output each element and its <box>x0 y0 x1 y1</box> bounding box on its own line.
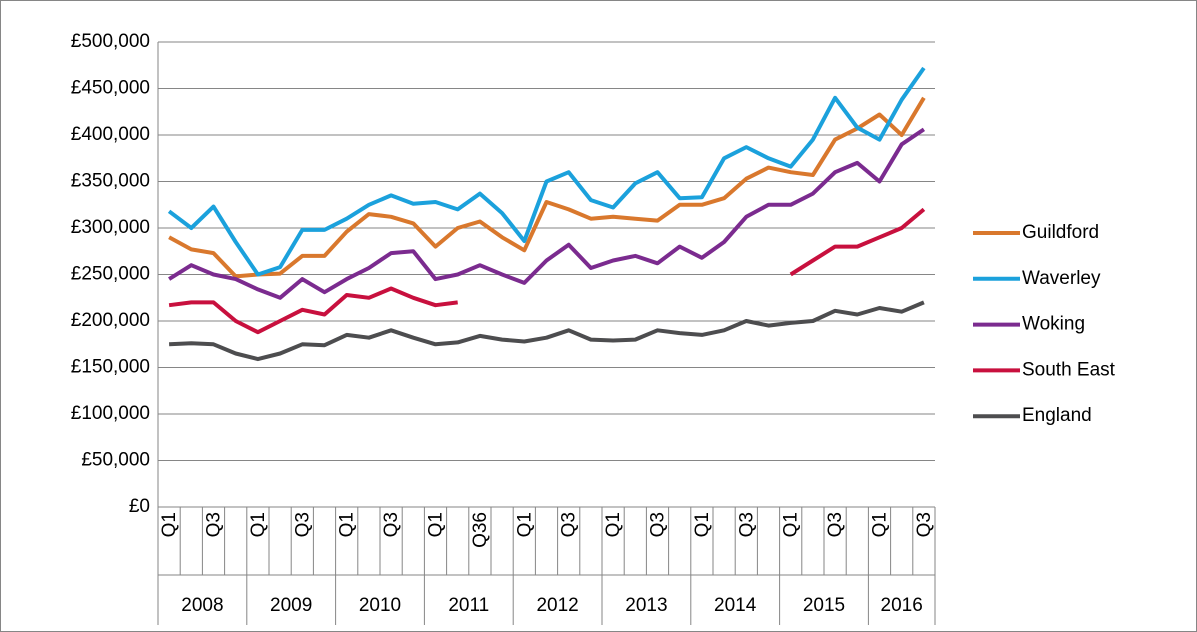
y-tick-label: £300,000 <box>71 217 150 238</box>
x-tick-label: Q1 <box>692 512 713 537</box>
legend-label: Woking <box>1022 314 1085 335</box>
x-tick-label: Q3 <box>204 512 225 537</box>
x-tick-label: Q3 <box>559 512 580 537</box>
line-series <box>168 127 926 300</box>
x-tick-label: Q3 <box>292 512 313 537</box>
x-group-label: 2016 <box>881 595 923 616</box>
x-tick-label: Q1 <box>603 512 624 537</box>
line-series <box>168 207 926 335</box>
x-group-label: 2010 <box>359 595 401 616</box>
x-tick-label: Q3 <box>648 512 669 537</box>
y-tick-label: £0 <box>129 496 150 517</box>
y-tick-label: £200,000 <box>71 310 150 331</box>
x-tick-label: Q3 <box>736 512 757 537</box>
x-group-label: 2008 <box>181 595 223 616</box>
y-tick-label: £500,000 <box>71 31 150 52</box>
x-tick-label: Q1 <box>514 512 535 537</box>
x-group-label: 2015 <box>803 595 845 616</box>
legend-label: England <box>1022 405 1092 426</box>
x-tick-label: Q1 <box>426 512 447 537</box>
x-tick-label: Q1 <box>337 512 358 537</box>
line-series <box>167 66 926 277</box>
y-tick-label: £100,000 <box>71 403 150 424</box>
x-tick-label: Q1 <box>781 512 802 537</box>
x-tick-label: Q1 <box>159 512 180 537</box>
x-tick-label: Q3 <box>381 512 402 537</box>
y-tick-label: £350,000 <box>71 171 150 192</box>
legend-label: Waverley <box>1022 268 1101 289</box>
x-tick-label: Q3 <box>914 512 935 537</box>
x-group-label: 2009 <box>270 595 312 616</box>
x-tick-label: Q1 <box>870 512 891 537</box>
x-group-label: 2011 <box>448 595 489 616</box>
y-tick-label: £250,000 <box>71 264 150 285</box>
y-tick-label: £150,000 <box>71 357 150 378</box>
x-group-label: 2012 <box>536 595 578 616</box>
x-tick-label: Q36 <box>470 512 491 548</box>
legend-label: South East <box>1022 359 1116 380</box>
x-group-label: 2013 <box>625 595 667 616</box>
y-tick-label: £450,000 <box>71 78 150 99</box>
x-group-label: 2014 <box>714 595 757 616</box>
legend-label: Guildford <box>1022 222 1099 243</box>
y-tick-label: £400,000 <box>71 124 150 145</box>
y-tick-label: £50,000 <box>81 450 150 471</box>
x-tick-label: Q3 <box>825 512 846 537</box>
line-series <box>169 300 925 362</box>
x-tick-label: Q1 <box>248 512 269 537</box>
line-series <box>168 96 926 279</box>
